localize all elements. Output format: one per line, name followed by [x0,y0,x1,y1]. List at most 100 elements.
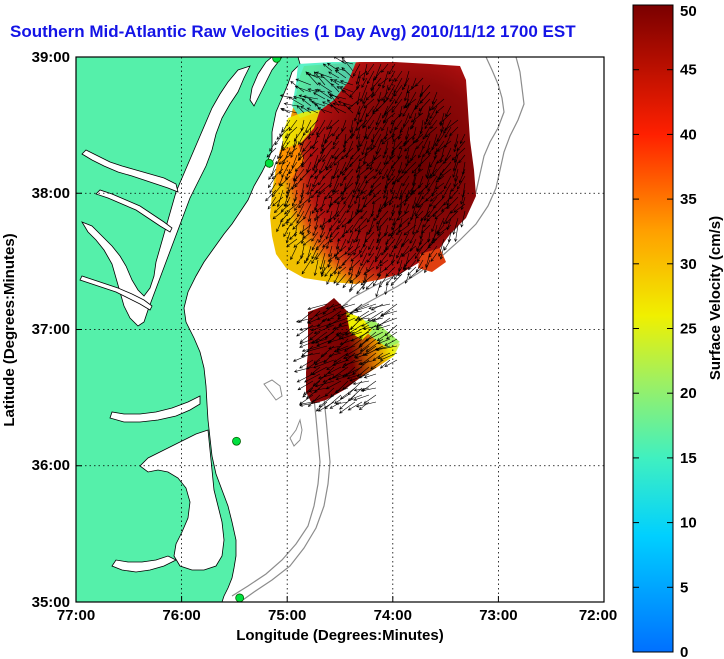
velocity-arrow [288,147,298,155]
velocity-arrow [349,280,361,291]
velocity-arrow [284,126,298,139]
velocity-arrow [347,98,361,110]
velocity-arrow [295,317,314,323]
velocity-arrow [353,238,361,256]
velocity-arrow [429,189,445,202]
velocity-arrow [334,245,340,260]
velocity-arrow [369,154,375,171]
velocity-arrow [435,182,445,190]
velocity-arrow [394,266,403,281]
velocity-arrow [296,324,314,337]
y-tick-label: 39:00 [32,49,70,66]
colorbar-tick-label: 25 [680,321,697,338]
velocity-arrow [415,189,424,207]
velocity-arrow [372,98,382,113]
velocity-arrow [314,103,326,114]
velocity-arrow [299,338,314,345]
radar-station-marker [235,593,245,602]
velocity-arrow [327,91,340,100]
velocity-arrow [417,196,431,208]
velocity-arrow [383,154,389,166]
velocity-arrow [460,189,466,205]
velocity-arrow [349,217,361,234]
velocity-arrow [454,224,459,243]
velocity-arrow [388,63,396,75]
velocity-arrow [328,345,342,350]
velocity-arrow [363,394,377,404]
velocity-arrow [437,224,452,236]
velocity-arrow [328,71,340,79]
velocity-arrow [435,105,445,114]
velocity-arrow [271,168,284,180]
velocity-arrow [277,147,284,160]
velocity-arrow [320,133,326,148]
velocity-arrow [452,161,459,178]
velocity-arrow [352,380,370,386]
velocity-arrow [276,126,291,140]
velocity-arrow [283,102,298,107]
velocity-arrow [293,95,305,100]
velocity-arrow [389,91,396,103]
velocity-arrow [373,189,382,198]
velocity-arrow [360,387,377,392]
velocity-arrow [339,80,354,86]
velocity-arrow [333,259,340,275]
isobath [239,57,525,602]
velocity-arrow [415,140,424,150]
velocity-arrow [445,105,452,118]
velocity-arrow [310,338,328,345]
velocity-arrow [332,303,349,311]
velocity-arrow [341,217,354,228]
velocity-arrow [334,69,347,79]
velocity-arrow [408,259,417,271]
velocity-arrow [397,161,403,174]
velocity-arrow [311,231,319,242]
velocity-arrow [355,224,361,243]
x-tick-label: 77:00 [57,607,95,624]
velocity-arrow [418,182,431,195]
colorbar-tick-label: 35 [680,191,697,208]
velocity-arrow [402,77,410,91]
velocity-arrow [344,245,354,255]
velocity-arrow [332,102,347,107]
colorbar-tick-label: 20 [680,385,697,402]
velocity-arrow [431,217,438,233]
velocity-arrow [453,203,466,213]
velocity-arrow [314,210,319,222]
velocity-arrow [439,112,452,125]
velocity-arrow [335,238,340,250]
velocity-arrow [329,224,340,238]
colorbar-tick-label: 45 [680,62,697,79]
velocity-arrow [443,210,452,225]
velocity-arrow [401,161,410,174]
velocity-arrow [267,196,277,210]
velocity-arrow [394,91,403,105]
velocity-arrow [329,78,340,86]
velocity-arrow [303,203,312,220]
velocity-arrow [382,168,389,180]
velocity-arrow [356,280,368,295]
colorbar-tick-label: 0 [680,644,688,659]
velocity-arrow [358,359,377,366]
velocity-arrow [269,182,277,194]
velocity-arrow [428,140,438,156]
velocity-arrow [393,84,403,97]
velocity-arrow [273,203,284,214]
potomac-river [81,149,179,193]
velocity-arrow [429,105,438,120]
colorbar-tick-label: 10 [680,515,697,532]
velocity-arrow [340,331,363,340]
y-tick-label: 35:00 [32,594,70,611]
velocity-arrow [374,210,382,222]
velocity-arrow [377,91,382,103]
velocity-arrow [336,252,347,261]
velocity-arrow [348,280,354,293]
velocity-arrow [459,133,466,145]
velocity-arrow [414,245,424,260]
velocity-arrow [410,203,417,221]
velocity-arrow [342,273,354,289]
velocity-arrow [367,210,375,223]
velocity-arrow [341,67,354,79]
velocity-arrow [305,71,319,86]
